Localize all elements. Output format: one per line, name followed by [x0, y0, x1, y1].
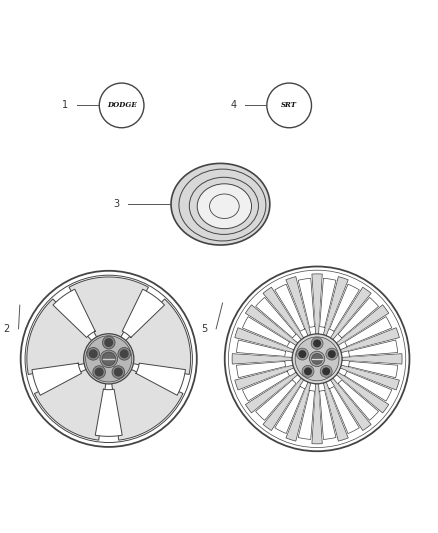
- Text: 3: 3: [113, 199, 120, 209]
- Polygon shape: [323, 277, 348, 336]
- Polygon shape: [245, 372, 298, 413]
- Circle shape: [302, 366, 314, 377]
- Polygon shape: [336, 372, 389, 413]
- Polygon shape: [336, 305, 389, 345]
- Circle shape: [102, 352, 116, 366]
- Polygon shape: [245, 305, 298, 345]
- Polygon shape: [263, 287, 304, 340]
- Polygon shape: [53, 289, 95, 337]
- Circle shape: [104, 338, 113, 347]
- Circle shape: [120, 349, 129, 358]
- Polygon shape: [275, 284, 305, 332]
- Polygon shape: [27, 299, 97, 375]
- Circle shape: [87, 348, 99, 360]
- Polygon shape: [256, 297, 296, 338]
- Polygon shape: [345, 317, 392, 346]
- Polygon shape: [298, 278, 314, 327]
- Text: 4: 4: [231, 100, 237, 110]
- Polygon shape: [235, 365, 294, 390]
- Ellipse shape: [197, 184, 251, 229]
- Polygon shape: [122, 289, 165, 337]
- Polygon shape: [329, 386, 359, 433]
- Polygon shape: [95, 389, 122, 437]
- Polygon shape: [312, 384, 322, 444]
- Circle shape: [21, 271, 197, 447]
- Polygon shape: [275, 386, 305, 433]
- Circle shape: [225, 266, 410, 451]
- Circle shape: [295, 337, 339, 381]
- Circle shape: [99, 83, 144, 128]
- Text: 1: 1: [62, 100, 68, 110]
- Circle shape: [89, 349, 98, 358]
- Ellipse shape: [171, 164, 270, 245]
- Polygon shape: [256, 380, 296, 421]
- Polygon shape: [338, 380, 378, 421]
- Polygon shape: [136, 363, 185, 395]
- Polygon shape: [329, 284, 359, 332]
- Circle shape: [84, 334, 134, 384]
- Polygon shape: [32, 363, 81, 395]
- Polygon shape: [235, 328, 294, 353]
- Polygon shape: [111, 366, 183, 440]
- Polygon shape: [340, 328, 399, 353]
- Polygon shape: [232, 354, 292, 364]
- Polygon shape: [320, 278, 336, 327]
- Circle shape: [86, 336, 132, 382]
- Circle shape: [297, 348, 308, 360]
- Circle shape: [320, 366, 332, 377]
- Polygon shape: [312, 274, 322, 334]
- Polygon shape: [286, 277, 311, 336]
- Circle shape: [267, 83, 311, 128]
- Polygon shape: [331, 378, 371, 431]
- Polygon shape: [338, 297, 378, 338]
- Polygon shape: [242, 317, 290, 346]
- Circle shape: [100, 350, 117, 368]
- Polygon shape: [237, 361, 286, 378]
- Circle shape: [298, 350, 306, 358]
- Text: 2: 2: [4, 324, 10, 334]
- Circle shape: [309, 351, 325, 367]
- Polygon shape: [237, 340, 286, 357]
- Polygon shape: [323, 382, 348, 441]
- Polygon shape: [298, 390, 314, 439]
- Polygon shape: [340, 365, 399, 390]
- Polygon shape: [286, 382, 311, 441]
- Circle shape: [292, 334, 342, 384]
- Polygon shape: [69, 277, 148, 344]
- Circle shape: [304, 367, 312, 375]
- Circle shape: [93, 366, 106, 378]
- Polygon shape: [263, 378, 304, 431]
- Circle shape: [313, 340, 321, 348]
- Circle shape: [102, 336, 115, 349]
- Polygon shape: [349, 340, 398, 357]
- Polygon shape: [349, 361, 398, 378]
- Polygon shape: [342, 354, 402, 364]
- Circle shape: [118, 348, 131, 360]
- Polygon shape: [35, 366, 107, 440]
- Polygon shape: [345, 371, 392, 401]
- Circle shape: [322, 367, 330, 375]
- Polygon shape: [320, 390, 336, 439]
- Circle shape: [311, 337, 323, 350]
- Polygon shape: [242, 371, 290, 401]
- Circle shape: [328, 350, 336, 358]
- Circle shape: [114, 368, 123, 377]
- Polygon shape: [331, 287, 371, 340]
- Circle shape: [112, 366, 125, 378]
- Text: 5: 5: [201, 324, 208, 334]
- Circle shape: [326, 348, 338, 360]
- Polygon shape: [120, 299, 191, 375]
- Circle shape: [95, 368, 104, 377]
- Circle shape: [311, 353, 322, 365]
- Text: DODGE: DODGE: [107, 101, 137, 109]
- Text: SRT: SRT: [281, 101, 297, 109]
